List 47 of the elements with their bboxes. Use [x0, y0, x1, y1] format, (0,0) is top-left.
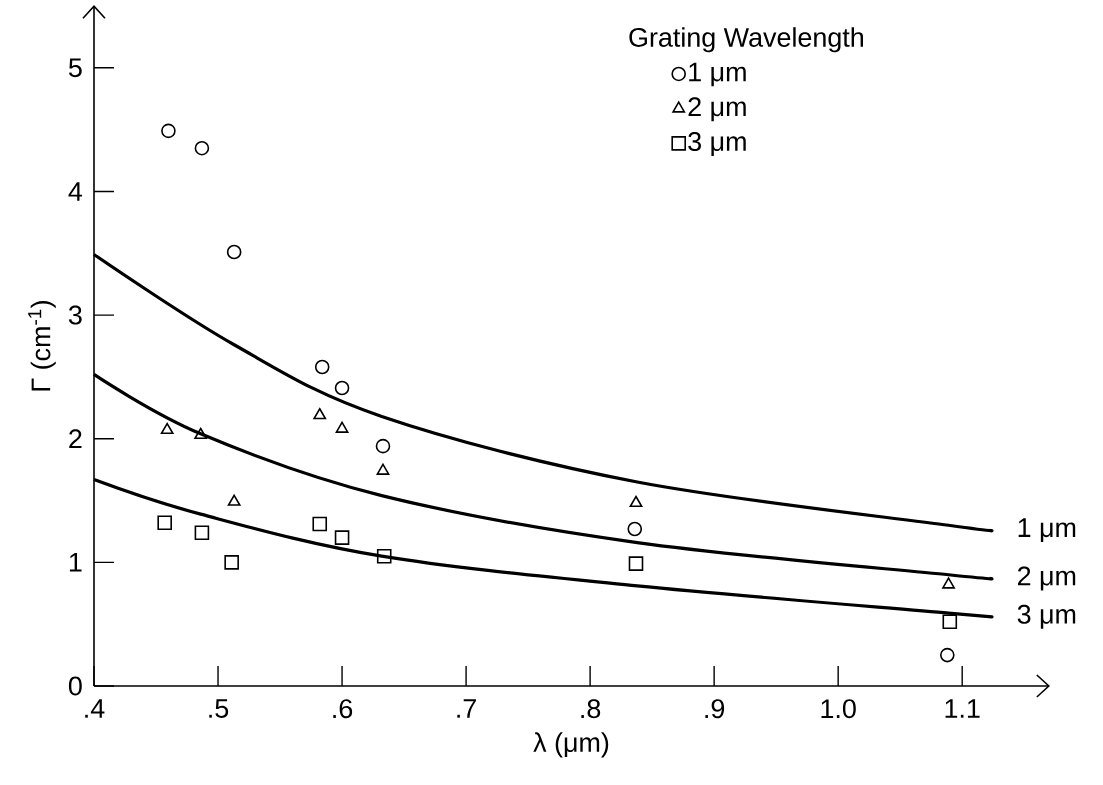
y-tick-label: 5: [68, 58, 82, 78]
x-tick-label: .4: [85, 699, 105, 718]
x-tick-label: .9: [705, 699, 725, 719]
x-axis-title: λ (μm): [533, 732, 609, 758]
point: [227, 494, 241, 506]
x-tick-label: 1.0: [821, 699, 856, 719]
y-axis-title: Γ (cm$^{-1}$): [28, 301, 56, 391]
point: [194, 525, 210, 540]
x-tick-label: .6: [333, 699, 353, 719]
point: [376, 463, 390, 475]
x-tick-label: 1.1: [945, 699, 980, 718]
x-tick-label: .7: [457, 699, 476, 718]
legend-label: 1 μm: [689, 62, 746, 87]
y-tick-label: 0: [68, 676, 82, 696]
y-tick-label: 3: [68, 305, 82, 325]
point: [312, 516, 328, 532]
legend-label: 2 μm: [688, 97, 746, 122]
y-tick-label: 1: [69, 553, 82, 572]
point: [628, 556, 644, 571]
point: [314, 359, 330, 375]
series-label: 1 μm: [1018, 518, 1076, 543]
point: [313, 407, 327, 420]
point: [940, 647, 955, 663]
point: [627, 521, 643, 537]
x-tick-label: .5: [209, 699, 229, 718]
point: [334, 380, 350, 396]
y-tick-label: 4: [68, 182, 83, 201]
series-label: 2 μm: [1018, 566, 1076, 591]
point: [375, 438, 391, 454]
point: [157, 515, 172, 531]
point: [194, 427, 208, 440]
point: [629, 495, 643, 508]
point: [160, 422, 174, 435]
series-label: 3 μm: [1017, 604, 1076, 629]
point: [194, 140, 210, 156]
point: [376, 548, 392, 564]
y-tick-label: 2: [69, 429, 82, 449]
point: [224, 555, 239, 570]
point: [335, 421, 349, 433]
point: [161, 123, 176, 139]
x-tick-label: .8: [581, 699, 601, 719]
point: [942, 577, 955, 589]
point: [226, 244, 242, 260]
legend-title: Grating Wavelength: [629, 27, 863, 53]
point: [334, 530, 350, 545]
legend-label: 3 μm: [688, 132, 746, 156]
point: [942, 614, 958, 630]
